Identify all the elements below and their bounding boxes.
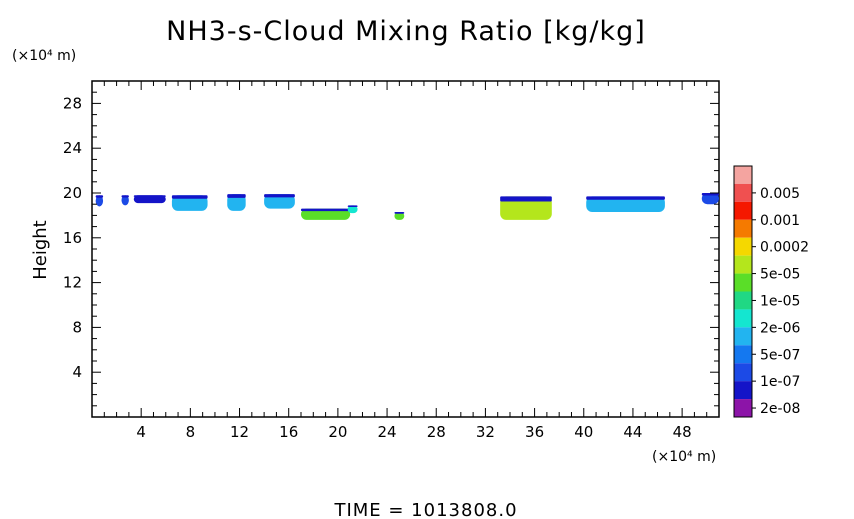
x-tick-label: 28 <box>427 423 446 441</box>
cloud-patch-0 <box>95 195 104 207</box>
colorbar-label: 0.005 <box>760 186 800 202</box>
cloud-patch-10 <box>586 196 665 213</box>
colorbar-swatch <box>734 363 752 382</box>
cloud-patch-5 <box>264 194 295 209</box>
colorbar-label: 0.0002 <box>760 240 809 256</box>
x-tick-label: 32 <box>476 423 495 441</box>
x-tick-label: 40 <box>574 423 593 441</box>
y-tick-label: 8 <box>72 318 82 336</box>
colorbar-swatch <box>734 255 752 274</box>
colorbar-label: 1e-07 <box>760 374 800 390</box>
y-axis-label: Height <box>30 220 51 280</box>
colorbar-swatch <box>734 166 752 184</box>
x-axis: 4 8 12 16 20 24 28 32 36 40 44 48 <box>103 81 708 441</box>
colorbar-swatch <box>734 327 752 346</box>
cloud-edge-1 <box>121 195 129 198</box>
colorbar-swatch <box>734 273 752 292</box>
x-tick-label: 20 <box>328 423 347 441</box>
cloud-patch-6 <box>301 208 351 220</box>
cloud-edge-8 <box>394 212 405 214</box>
x-tick-label: 4 <box>136 423 146 441</box>
colorbar-swatch <box>734 309 752 328</box>
cloud-patch-11 <box>701 193 719 205</box>
x-tick-label: 44 <box>623 423 642 441</box>
cloud-layer <box>95 193 719 220</box>
colorbar-swatch <box>734 237 752 256</box>
cloud-edge-4 <box>227 194 246 198</box>
y-tick-label: 24 <box>63 139 82 157</box>
colorbar-label: 5e-07 <box>760 347 800 363</box>
cloud-edge-3 <box>171 195 208 199</box>
x-tick-label: 36 <box>525 423 544 441</box>
cloud-patch-4 <box>227 194 246 211</box>
cloud-patch-9 <box>500 196 552 220</box>
colorbar-swatch <box>734 345 752 364</box>
time-label: TIME = 1013808.0 <box>333 500 517 519</box>
cloud-edge-7 <box>347 205 358 208</box>
y-tick-label: 12 <box>63 274 82 292</box>
colorbar-label: 1e-05 <box>760 293 800 309</box>
colorbar-label: 2e-06 <box>760 320 800 336</box>
x-tick-label: 48 <box>673 423 692 441</box>
cloud-edge-9 <box>500 196 552 202</box>
x-tick-label: 8 <box>186 423 196 441</box>
colorbar-frame <box>733 165 753 418</box>
y-tick-label: 4 <box>72 363 82 381</box>
colorbar-swatch <box>734 201 752 220</box>
cloud-patch-1 <box>121 195 129 206</box>
plot-frame <box>91 80 720 418</box>
colorbar-swatch <box>734 291 752 310</box>
y-tick-label: 28 <box>63 94 82 112</box>
cloud-patch-3 <box>171 195 208 211</box>
cloud-patch-2 <box>133 195 166 204</box>
colorbar-swatch <box>734 381 752 400</box>
cloud-patch-7 <box>347 205 358 214</box>
colorbar-label: 2e-08 <box>760 401 800 417</box>
y-axis: 4 8 12 16 20 24 28 <box>63 91 719 407</box>
cloud-edge-2 <box>133 195 166 197</box>
x-unit-label: (×10⁴ m) <box>652 449 716 465</box>
y-tick-label: 16 <box>63 229 82 247</box>
cloud-patch-8 <box>394 212 405 220</box>
x-tick-label: 16 <box>279 423 298 441</box>
cloud-edge-10 <box>586 196 665 200</box>
colorbar-swatch <box>734 399 752 417</box>
x-tick-label: 24 <box>378 423 397 441</box>
y-tick-label: 20 <box>63 184 82 202</box>
y-unit-label: (×10⁴ m) <box>12 48 76 64</box>
cloud-edge-0 <box>95 195 104 198</box>
colorbar-swatch <box>734 183 752 202</box>
cloud-edge-6 <box>301 208 351 212</box>
cloud-edge-5 <box>264 194 295 198</box>
colorbar-swatch <box>734 219 752 238</box>
x-tick-label: 12 <box>230 423 249 441</box>
colorbar-label: 5e-05 <box>760 267 800 283</box>
chart-title: NH3-s-Cloud Mixing Ratio [kg/kg] <box>166 16 646 47</box>
colorbar-label: 0.001 <box>760 213 800 229</box>
cloud-edge-11 <box>701 193 719 196</box>
colorbar: 0.005 0.001 0.0002 5e-05 1e-05 2e-06 5e-07 1e-0… <box>733 165 809 418</box>
